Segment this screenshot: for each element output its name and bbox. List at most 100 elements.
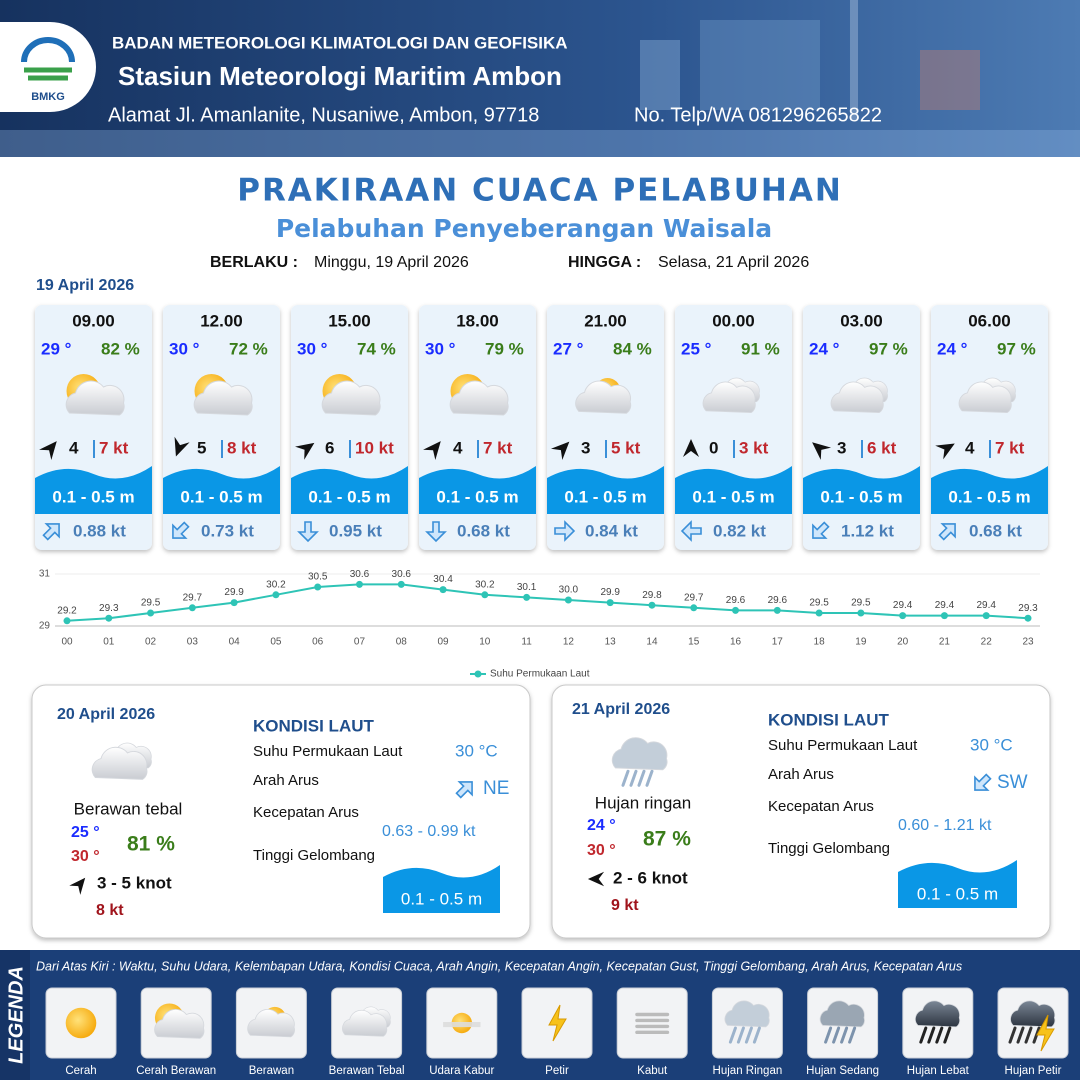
card-gust: 7 kt <box>483 438 513 457</box>
card-current-speed: 0.95 kt <box>329 521 382 540</box>
card-wind-speed: 3 <box>837 438 846 457</box>
sst-point <box>564 596 572 604</box>
day-temp-max: 30 ° <box>587 842 616 859</box>
cloud-shape <box>1010 1000 1056 1028</box>
separator <box>605 440 607 458</box>
data-label: 29.6 <box>768 595 788 606</box>
current-arrow <box>172 521 190 539</box>
legend-icon <box>154 1003 205 1039</box>
card-humidity: 97 % <box>997 339 1036 358</box>
header-decoration <box>0 0 1080 157</box>
sst-point <box>63 617 71 625</box>
x-tick-label: 14 <box>646 637 658 648</box>
rain-drop <box>1024 1026 1033 1044</box>
legend-icon <box>247 1006 295 1038</box>
day-wind: 2 - 6 knot <box>613 868 688 887</box>
card-wind-speed: 4 <box>453 438 463 457</box>
current-arrow <box>425 521 447 543</box>
x-tick-label: 06 <box>312 637 324 648</box>
x-tick-label: 17 <box>772 637 784 648</box>
cloud-shape <box>914 1000 961 1028</box>
legend-item-label: Cerah Berawan <box>136 1065 216 1077</box>
sst-point <box>147 609 155 617</box>
valid-to: Selasa, 21 April 2026 <box>658 254 809 271</box>
fog-band <box>635 1012 670 1017</box>
card-wave-height: 0.1 - 0.5 m <box>820 487 902 506</box>
rain-drop <box>1016 1026 1025 1044</box>
x-tick-label: 09 <box>437 637 449 648</box>
x-tick-label: 11 <box>521 637 532 648</box>
data-label: 30.2 <box>266 579 286 590</box>
current-direction-label: Arah Arus <box>768 766 834 783</box>
logo-mark <box>21 37 75 81</box>
separator <box>477 440 479 458</box>
card-gust: 7 kt <box>99 438 129 457</box>
rain-drop <box>621 769 630 787</box>
legend-items: Cerah Cerah Berawan Berawan Berawan Tebal Ud… <box>45 987 1069 1077</box>
legend-item: Udara Kabur <box>426 987 498 1077</box>
separator <box>733 440 735 458</box>
data-label: 29.2 <box>57 605 77 616</box>
data-label: 29.9 <box>224 587 244 598</box>
card-humidity: 79 % <box>485 339 524 358</box>
cloud <box>958 381 1012 414</box>
current-speed-label: Kecepatan Arus <box>253 804 359 821</box>
card-humidity: 91 % <box>741 339 780 358</box>
cloud-shape <box>958 381 1012 414</box>
card-gust: 10 kt <box>355 438 394 457</box>
header-band <box>0 0 1080 157</box>
sst-point <box>230 599 238 607</box>
sst-point <box>272 591 280 599</box>
legend-item-label: Berawan Tebal <box>329 1065 405 1077</box>
day-humidity: 87 % <box>643 828 691 851</box>
legend-description: Dari Atas Kiri : Waktu, Suhu Udara, Kele… <box>36 959 962 973</box>
x-tick-label: 07 <box>354 637 366 648</box>
wind-arrow <box>174 436 190 457</box>
weather-icon <box>321 374 381 416</box>
data-label: 29.9 <box>600 587 620 598</box>
sun <box>65 1007 97 1039</box>
sst-point <box>523 593 531 601</box>
x-tick-label: 15 <box>688 637 700 648</box>
wind-arrow <box>69 877 86 895</box>
card-humidity: 97 % <box>869 339 908 358</box>
cloud-shape <box>702 381 756 414</box>
cloud <box>193 380 253 416</box>
rain-drop <box>919 1026 928 1044</box>
rain-drop <box>935 1026 944 1044</box>
data-label: 30.6 <box>392 569 412 580</box>
card-temperature: 25 ° <box>681 339 712 358</box>
current-direction-label: Arah Arus <box>253 772 319 789</box>
rain-drop <box>943 1026 952 1044</box>
legend-item-label: Udara Kabur <box>429 1065 494 1077</box>
cloud-shape <box>575 380 632 414</box>
weather-icon <box>702 377 760 414</box>
weather-icon <box>611 737 668 787</box>
card-wind-speed: 6 <box>325 438 334 457</box>
card-gust: 7 kt <box>995 438 1025 457</box>
x-tick-label: 10 <box>479 637 491 648</box>
data-label: 29.7 <box>684 592 704 603</box>
wind-arrow <box>812 442 832 460</box>
weather-icon <box>449 374 509 416</box>
x-tick-label: 01 <box>103 637 115 648</box>
legend-item-label: Hujan Petir <box>1005 1065 1062 1077</box>
current-speed: 0.60 - 1.21 kt <box>898 817 992 834</box>
wave-shape <box>163 466 280 514</box>
legend-label: Suhu Permukaan Laut <box>490 669 590 680</box>
legend-item: Berawan Tebal <box>329 987 405 1077</box>
wave-shape <box>803 466 920 514</box>
cloud-shape <box>247 1008 295 1038</box>
data-label: 29.5 <box>851 598 871 609</box>
rain-drop <box>752 1026 761 1044</box>
rain-drop <box>824 1026 833 1044</box>
data-label: 30.4 <box>433 574 453 585</box>
cloud <box>321 380 381 416</box>
legend-title: LEGENDA <box>5 966 27 1064</box>
x-tick-label: 00 <box>61 637 73 648</box>
sea-heading: KONDISI LAUT <box>768 710 890 729</box>
sst-point <box>899 612 907 620</box>
rain-drop <box>832 1026 841 1044</box>
